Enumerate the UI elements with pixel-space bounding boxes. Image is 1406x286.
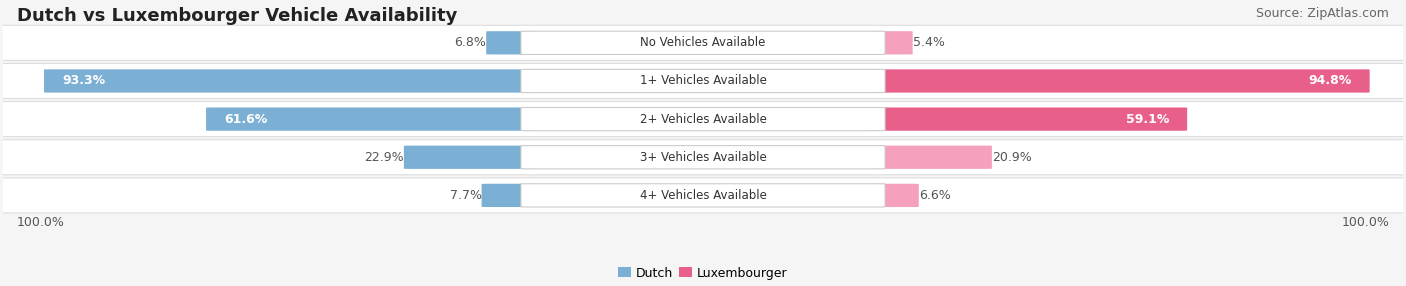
Text: 5.4%: 5.4% — [912, 36, 945, 49]
FancyBboxPatch shape — [522, 108, 884, 131]
Text: 22.9%: 22.9% — [364, 151, 404, 164]
FancyBboxPatch shape — [522, 184, 884, 207]
FancyBboxPatch shape — [522, 146, 884, 169]
FancyBboxPatch shape — [0, 102, 1406, 137]
FancyBboxPatch shape — [0, 63, 1406, 98]
Text: 93.3%: 93.3% — [62, 74, 105, 88]
FancyBboxPatch shape — [872, 69, 1369, 93]
Text: Dutch vs Luxembourger Vehicle Availability: Dutch vs Luxembourger Vehicle Availabili… — [17, 7, 457, 25]
Text: No Vehicles Available: No Vehicles Available — [640, 36, 766, 49]
Legend: Dutch, Luxembourger: Dutch, Luxembourger — [613, 262, 793, 285]
FancyBboxPatch shape — [0, 140, 1406, 175]
Text: 2+ Vehicles Available: 2+ Vehicles Available — [640, 113, 766, 126]
Text: 20.9%: 20.9% — [991, 151, 1032, 164]
FancyBboxPatch shape — [486, 31, 534, 54]
FancyBboxPatch shape — [872, 108, 1187, 131]
Text: 59.1%: 59.1% — [1126, 113, 1168, 126]
FancyBboxPatch shape — [872, 146, 991, 169]
Text: 3+ Vehicles Available: 3+ Vehicles Available — [640, 151, 766, 164]
Text: 6.6%: 6.6% — [918, 189, 950, 202]
FancyBboxPatch shape — [522, 31, 884, 54]
FancyBboxPatch shape — [0, 25, 1406, 60]
Text: 94.8%: 94.8% — [1308, 74, 1351, 88]
Text: 7.7%: 7.7% — [450, 189, 482, 202]
FancyBboxPatch shape — [44, 69, 534, 93]
FancyBboxPatch shape — [0, 178, 1406, 213]
FancyBboxPatch shape — [872, 184, 918, 207]
Text: Source: ZipAtlas.com: Source: ZipAtlas.com — [1257, 7, 1389, 20]
FancyBboxPatch shape — [482, 184, 534, 207]
Text: 61.6%: 61.6% — [225, 113, 267, 126]
Text: 4+ Vehicles Available: 4+ Vehicles Available — [640, 189, 766, 202]
FancyBboxPatch shape — [207, 108, 534, 131]
FancyBboxPatch shape — [404, 146, 534, 169]
FancyBboxPatch shape — [872, 31, 912, 54]
Text: 100.0%: 100.0% — [17, 216, 65, 229]
Text: 1+ Vehicles Available: 1+ Vehicles Available — [640, 74, 766, 88]
FancyBboxPatch shape — [522, 69, 884, 93]
Text: 6.8%: 6.8% — [454, 36, 486, 49]
Text: 100.0%: 100.0% — [1341, 216, 1389, 229]
